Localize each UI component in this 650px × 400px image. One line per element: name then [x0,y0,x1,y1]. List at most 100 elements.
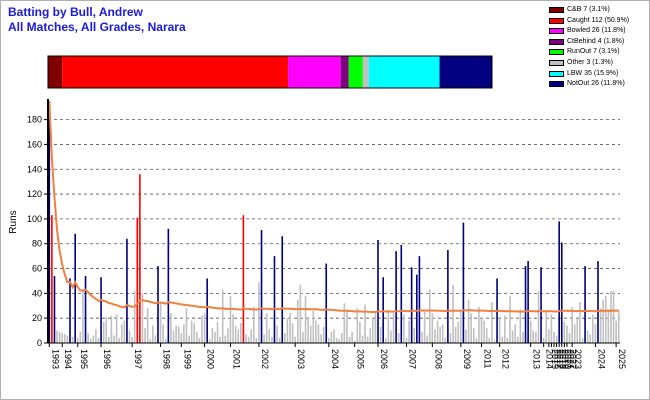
runs-bar [555,335,558,343]
runs-bar [563,321,566,343]
runs-bar [387,309,390,343]
x-tick-label: 2011 [483,349,493,368]
runs-bar [232,314,234,343]
x-tick-label: 2004 [330,349,340,369]
runs-bar [359,321,361,343]
y-tick-label: 100 [27,214,42,224]
runs-bar [307,316,309,343]
runs-bar [278,338,281,343]
runs-bar [506,338,509,343]
legend-swatch [549,17,564,24]
runs-bar [584,266,586,343]
runs-bar [152,325,154,343]
runs-bar [527,261,529,343]
legend-item: NotOut 26 (11.8%) [549,79,649,90]
x-tick-label: 2020 [563,349,573,369]
dismissal-segment-caught [62,56,289,88]
runs-bar [418,256,421,343]
runs-bar [586,330,589,343]
runs-bar [597,261,599,343]
runs-bar [545,310,548,343]
runs-bar [82,290,84,343]
runs-bar [571,307,573,343]
runs-bar [328,338,330,343]
x-tick-label: 1993 [50,349,60,369]
average-line [48,100,619,313]
x-tick-label: 2007 [407,349,417,369]
runs-bar [519,309,522,343]
runs-bar [268,329,271,343]
dismissal-segment-cb [48,56,63,88]
runs-bar [617,310,620,343]
runs-bar [206,278,208,343]
runs-bar [219,336,221,343]
chart-subtitle: All Matches, All Grades, Narara [8,20,186,34]
x-tick-label: 2024 [596,349,606,369]
runs-bar [271,336,273,343]
runs-bar [400,244,403,343]
runs-bar [416,274,418,343]
x-tick-label: 1995 [79,349,89,369]
runs-bar [540,267,542,343]
x-tick-label: 2002 [260,349,270,369]
x-tick-label: 2025 [617,349,627,369]
runs-bar [273,256,276,343]
x-tick-label: 2012 [501,349,511,369]
runs-bar [408,320,410,343]
runs-bar [190,320,193,343]
runs-bar [123,320,126,343]
runs-bar [366,336,369,343]
runs-bar [193,323,196,343]
runs-bar [263,334,265,343]
runs-bar [441,324,444,343]
runs-bar [475,338,478,343]
x-tick-label: 2003 [296,349,306,369]
runs-bar [364,304,366,343]
runs-bar [434,329,436,343]
runs-bar [131,336,133,343]
runs-bar [144,328,146,343]
legend-swatch [549,49,564,56]
runs-bar [276,325,278,343]
runs-bar [234,325,237,343]
runs-bar [361,335,364,343]
runs-bar [201,315,203,343]
runs-bar [374,311,377,343]
runs-bar [579,302,581,343]
runs-bar [315,320,317,343]
runs-bar [325,263,328,343]
runs-bar [514,324,516,343]
runs-bar [413,328,416,343]
runs-bar [330,331,333,343]
legend-label: CtBehind 4 (1.8%) [567,37,625,45]
x-tick-label: 2016 [552,349,562,369]
runs-bar [535,331,537,343]
runs-bar [196,331,198,343]
runs-bar [69,278,71,343]
runs-bar [64,334,66,343]
runs-bar [126,238,128,343]
runs-bar [74,233,76,343]
runs-bar [550,314,553,343]
dismissal-segment-ctbehind [340,56,349,88]
runs-bar [390,330,392,343]
runs-bar [302,331,304,343]
chart-title: Batting by Bull, Andrew [8,5,143,19]
runs-bar [139,174,141,343]
runs-bar [157,266,159,343]
legend-label: NotOut 26 (11.8%) [567,80,625,88]
runs-bar [289,313,291,343]
runs-bar [100,277,102,343]
runs-bar [188,335,190,343]
runs-bar [348,336,351,343]
runs-bar [439,326,441,343]
legend-label: LBW 35 (15.9%) [567,69,619,77]
runs-bar [149,339,152,343]
runs-bar [542,338,545,343]
y-tick-label: 180 [27,115,42,125]
y-tick-label: 0 [37,338,42,348]
runs-bar [599,308,602,343]
runs-bar [304,295,307,343]
legend-label: RunOut 7 (3.1%) [567,48,620,56]
